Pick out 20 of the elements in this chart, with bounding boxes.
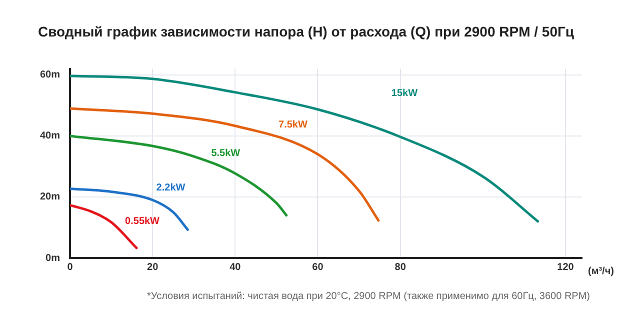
x-tick-label: 80 (394, 262, 406, 273)
series-label: 7.5kW (278, 119, 308, 130)
x-tick-label: 40 (230, 262, 242, 273)
line-series (70, 134, 288, 217)
series-label: 2.2kW (156, 182, 186, 194)
x-axis-title: (м³/ч) (588, 266, 614, 277)
y-tick-label: 0m (46, 252, 60, 264)
x-tick-label: 60 (312, 262, 324, 273)
chart-title: Сводный график зависимости напора (H) от расхода (Q) при 2900 RPM / 50Гц (38, 23, 574, 40)
y-tick-label: 60m (40, 70, 60, 81)
text: *Условия испытаний: чистая вода при 20°C, 2900 RPM (также применимо для 60Гц, 3600 RPM) (147, 290, 590, 302)
line-series (70, 74, 540, 223)
y-tick-label: 20m (40, 192, 60, 203)
y-tick-label: 40m (40, 130, 60, 142)
x-tick-label: 20 (147, 262, 159, 273)
x-tick-label: 120 (557, 262, 574, 273)
series-label: 5.5kW (211, 148, 241, 160)
text: 15kW (391, 88, 418, 99)
x-tick-label: 0 (67, 262, 74, 273)
series-label: 0.55kW (125, 216, 160, 228)
